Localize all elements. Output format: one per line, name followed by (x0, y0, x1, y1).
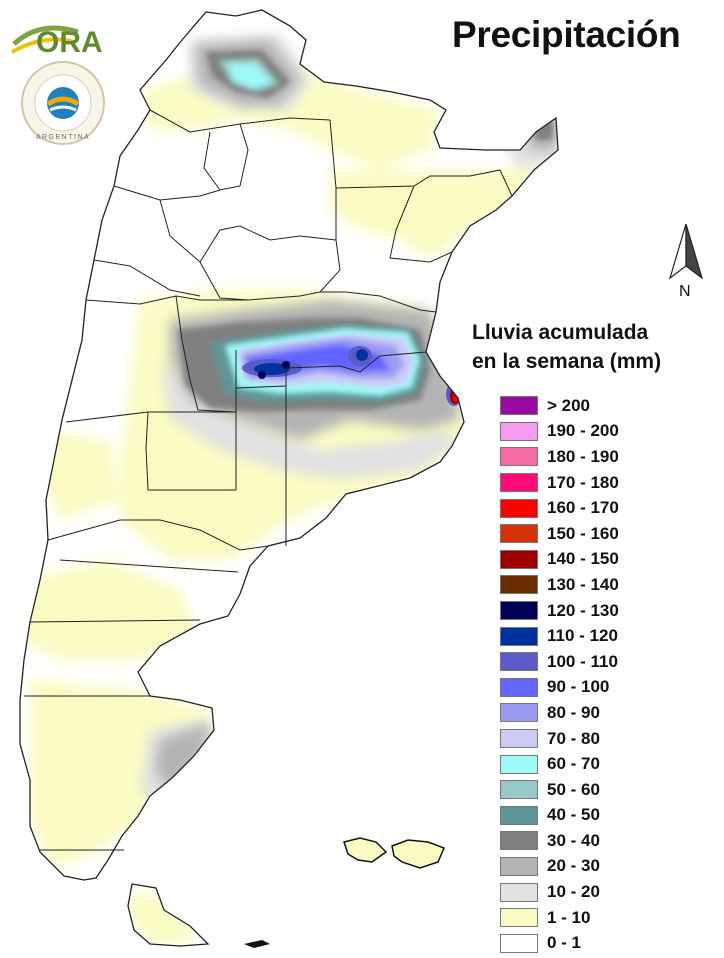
legend-item: 150 - 160 (500, 521, 619, 547)
legend-item: 140 - 150 (500, 547, 619, 573)
north-arrow-label: N (679, 283, 691, 300)
legend-label: 0 - 1 (547, 933, 582, 953)
rain-1-10-areas (20, 70, 540, 945)
seal-text-bottom: ARGENTINA (36, 134, 90, 141)
islands-small (244, 940, 270, 948)
legend-item: 120 - 130 (500, 598, 619, 624)
legend-label: 100 - 110 (547, 651, 618, 671)
legend-item: 30 - 40 (500, 828, 619, 854)
legend-item: 160 - 170 (500, 495, 619, 521)
precipitation-field (20, 35, 558, 945)
ora-logo: ORA (11, 25, 103, 59)
legend-label: 160 - 170 (547, 498, 619, 518)
legend-swatch (500, 498, 538, 518)
legend-item: 190 - 200 (500, 419, 619, 445)
legend-item: 180 - 190 (500, 444, 619, 470)
legend-swatch (500, 549, 538, 569)
legend-swatch (500, 473, 538, 493)
legend-label: 120 - 130 (547, 600, 619, 620)
legend-swatch (500, 882, 538, 902)
seal-wave (49, 105, 77, 112)
legend-item: 100 - 110 (500, 649, 619, 675)
north-arrow-icon (668, 223, 704, 280)
legend-label: 130 - 140 (547, 574, 619, 594)
legend-swatch (500, 447, 538, 467)
legend-label: > 200 (547, 395, 591, 415)
legend-swatch (500, 524, 538, 544)
legend-swatch (500, 626, 538, 646)
legend-label: 190 - 200 (547, 421, 619, 441)
legend-swatch (500, 831, 538, 851)
legend-label: 110 - 120 (547, 626, 618, 646)
legend-item: 110 - 120 (500, 623, 619, 649)
legend-title: Lluvia acumulada en la semana (mm) (472, 318, 661, 376)
legend-label: 20 - 30 (547, 856, 600, 876)
legend-item: 0 - 1 (500, 930, 619, 956)
legend-item: 20 - 30 (500, 854, 619, 880)
seal-globe-icon (47, 87, 79, 119)
legend-swatch (500, 601, 538, 621)
legend-item: 40 - 50 (500, 803, 619, 829)
legend-swatch (500, 652, 538, 672)
legend-item: > 200 (500, 393, 619, 419)
legend-label: 60 - 70 (547, 754, 600, 774)
legend-label: 180 - 190 (547, 446, 619, 466)
legend-item: 60 - 70 (500, 751, 619, 777)
legend-swatch (500, 780, 538, 800)
ora-logo-swoosh-green (12, 25, 79, 46)
legend-swatch (500, 908, 538, 928)
legend-swatch (500, 805, 538, 825)
legend-item: 1 - 10 (500, 905, 619, 931)
legend-item: 90 - 100 (500, 675, 619, 701)
legend-swatch (500, 729, 538, 749)
legend-label: 140 - 150 (547, 549, 619, 569)
legend-swatch (500, 396, 538, 416)
malvinas-islands (343, 837, 445, 869)
smn-seal-logo: ARGENTINA (21, 61, 105, 145)
seal-sun-arc (46, 96, 80, 107)
legend-label: 150 - 160 (547, 523, 619, 543)
legend-swatch (500, 856, 538, 876)
legend-item: 130 - 140 (500, 572, 619, 598)
legend-item: 170 - 180 (500, 470, 619, 496)
legend-swatch (500, 933, 538, 953)
legend-label: 1 - 10 (547, 907, 591, 927)
legend-swatch (500, 575, 538, 595)
legend-swatch (500, 703, 538, 723)
legend-item: 80 - 90 (500, 700, 619, 726)
legend-label: 70 - 80 (547, 728, 600, 748)
rain-100-130-cores (242, 346, 372, 379)
legend-title-line1: Lluvia acumulada (472, 321, 649, 344)
legend-label: 90 - 100 (547, 677, 610, 697)
province-boundaries (24, 109, 513, 851)
legend-swatch (500, 754, 538, 774)
country-outline (19, 9, 559, 947)
legend-item: 10 - 20 (500, 879, 619, 905)
legend-swatch (500, 421, 538, 441)
legend-label: 30 - 40 (547, 830, 600, 850)
legend-label: 40 - 50 (547, 805, 600, 825)
precipitation-legend: > 200 190 - 200 180 - 190 170 - 180 160 - 17… (500, 393, 619, 956)
legend-swatch (500, 677, 538, 697)
page-title: Precipitación (452, 14, 681, 55)
ora-logo-swoosh-yellow (11, 37, 75, 54)
legend-item: 70 - 80 (500, 726, 619, 752)
legend-label: 50 - 60 (547, 779, 600, 799)
ora-logo-text: ORA (36, 26, 103, 59)
legend-title-line2: en la semana (mm) (472, 350, 662, 373)
legend-label: 80 - 90 (547, 702, 600, 722)
legend-label: 170 - 180 (547, 472, 619, 492)
legend-item: 50 - 60 (500, 777, 619, 803)
legend-label: 10 - 20 (547, 882, 600, 902)
